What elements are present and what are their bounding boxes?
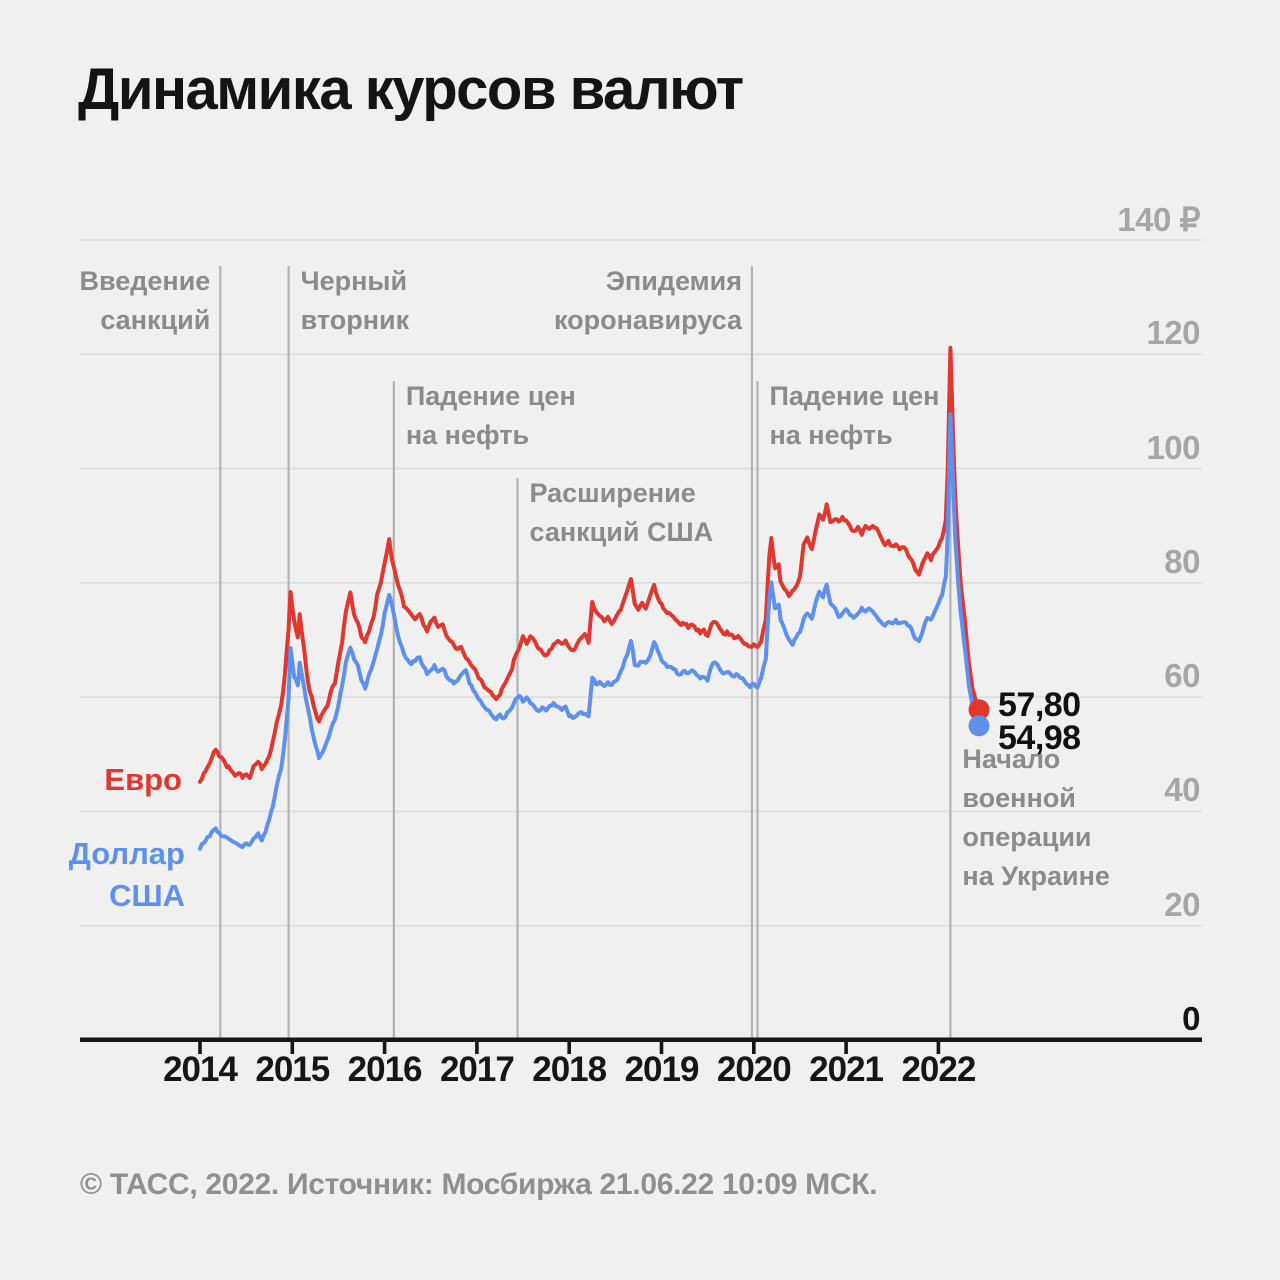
y-axis-label-120: 120 bbox=[1146, 314, 1200, 352]
x-axis-tick bbox=[475, 1042, 479, 1054]
x-axis-label-2014: 2014 bbox=[163, 1050, 238, 1089]
y-axis-label-0: 0 bbox=[1182, 1000, 1200, 1037]
annotation-oil-drop-2020: Падение цен на нефть bbox=[769, 377, 939, 455]
annotation-line-text: Эпидемия bbox=[605, 266, 742, 296]
annotation-line-text: Падение цен bbox=[405, 381, 576, 411]
annotation-line-text: коронавируса bbox=[553, 305, 742, 335]
annotation-oil-drop-2016: Падение цен на нефть bbox=[406, 377, 576, 455]
x-axis-label-2015: 2015 bbox=[255, 1050, 330, 1089]
x-axis-label-2021: 2021 bbox=[809, 1050, 884, 1089]
annotation-line-text: Расширение bbox=[529, 478, 696, 508]
annotation-line-text: санкций США bbox=[529, 517, 714, 547]
x-axis-tick bbox=[659, 1042, 664, 1054]
x-axis-label-2016: 2016 bbox=[347, 1050, 423, 1089]
usd-end-dot bbox=[968, 715, 990, 737]
x-axis-label-2020: 2020 bbox=[716, 1050, 792, 1089]
x-axis-tick bbox=[936, 1042, 941, 1054]
annotation-line-text: Черный bbox=[300, 266, 408, 296]
y-axis-label-40: 40 bbox=[1164, 771, 1200, 809]
y-axis-label-100: 100 bbox=[1146, 428, 1200, 466]
usd-series-label-line1: Доллар bbox=[68, 836, 185, 871]
annotation-military-operation: Начало военной операции на Украине bbox=[962, 740, 1110, 896]
annotation-line-text: Введение bbox=[79, 266, 211, 296]
page-title: Динамика курсов валют bbox=[78, 57, 744, 122]
annotation-line-text: операции bbox=[962, 822, 1092, 852]
y-axis-label-140: 140 ₽ bbox=[1117, 201, 1200, 238]
annotation-sanctions-2014: Введение санкций bbox=[79, 262, 210, 340]
x-axis-label-2019: 2019 bbox=[624, 1050, 700, 1089]
source-credit: © ТАСС, 2022. Источник: Мосбиржа 21.06.2… bbox=[80, 1168, 878, 1201]
euro-end-value: 57,80 bbox=[998, 686, 1081, 724]
usd-series-label-line2: США bbox=[109, 878, 185, 913]
annotation-covid-epidemic: Эпидемия коронавируса bbox=[554, 262, 742, 340]
annotation-us-sanctions-2017: Расширение санкций США bbox=[530, 474, 714, 552]
annotation-line-text: военной bbox=[962, 783, 1076, 813]
annotation-line-text: на нефть bbox=[405, 420, 530, 450]
x-axis-tick bbox=[844, 1042, 848, 1054]
annotation-line-text: на нефть bbox=[769, 420, 893, 450]
usd-end-value: 54,98 bbox=[998, 719, 1081, 757]
y-axis-label-80: 80 bbox=[1164, 542, 1200, 580]
euro-line bbox=[198, 345, 981, 784]
x-axis-tick bbox=[290, 1042, 295, 1054]
x-axis-label-2017: 2017 bbox=[439, 1050, 515, 1089]
usd-line bbox=[198, 412, 981, 851]
x-axis bbox=[80, 1037, 1202, 1042]
annotation-line-text: Начало bbox=[962, 744, 1061, 774]
x-axis-label-2018: 2018 bbox=[532, 1050, 607, 1089]
x-axis-tick bbox=[198, 1042, 202, 1054]
annotation-line-text: санкций bbox=[100, 305, 211, 335]
annotation-black-tuesday: Черный вторник bbox=[301, 262, 410, 340]
annotation-line-text: Падение цен bbox=[769, 381, 940, 411]
euro-end-dot bbox=[968, 699, 990, 721]
euro-series-label: Евро bbox=[104, 762, 182, 797]
x-axis-tick bbox=[752, 1042, 756, 1054]
annotation-line-text: вторник bbox=[300, 305, 410, 335]
annotation-line-text: на Украине bbox=[962, 861, 1110, 891]
x-axis-tick bbox=[382, 1042, 387, 1054]
x-axis-label-2022: 2022 bbox=[901, 1050, 976, 1089]
x-axis-tick bbox=[567, 1042, 571, 1054]
usd-series-label: Доллар США bbox=[69, 833, 185, 917]
y-axis-label-20: 20 bbox=[1164, 885, 1200, 923]
y-axis-label-60: 60 bbox=[1164, 657, 1200, 695]
